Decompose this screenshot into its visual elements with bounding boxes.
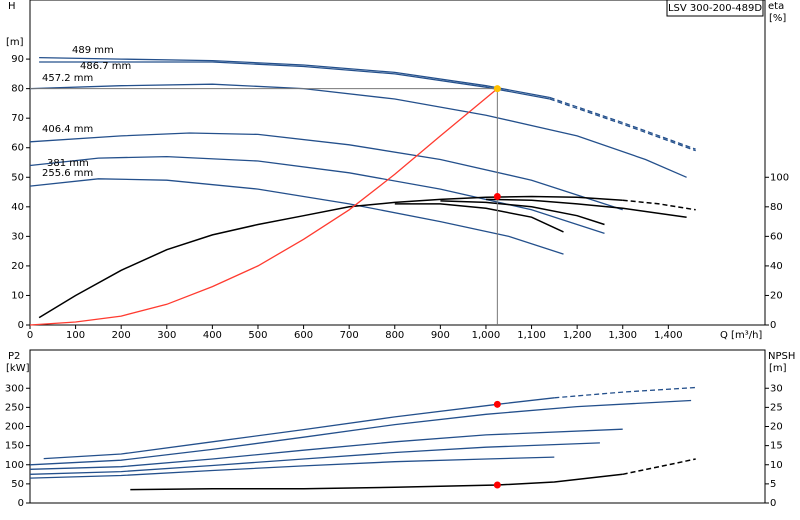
y-tick-label: 50 bbox=[11, 172, 24, 183]
x-axis-label: Q [m³/h] bbox=[720, 330, 762, 341]
duty-point bbox=[493, 481, 501, 489]
curve-label: 381 mm bbox=[47, 158, 89, 169]
y2-tick-label: 80 bbox=[770, 202, 783, 213]
x-tick-label: 500 bbox=[248, 330, 267, 341]
curve bbox=[29, 88, 498, 326]
x-tick-label: 1,200 bbox=[563, 330, 592, 341]
x-tick-label: 100 bbox=[66, 330, 85, 341]
plot-frame bbox=[29, 349, 766, 504]
curve bbox=[38, 195, 623, 319]
curve bbox=[622, 199, 696, 211]
x-tick-label: 800 bbox=[385, 330, 404, 341]
legend-text: LSV 300-200-489D bbox=[668, 3, 762, 14]
curve bbox=[549, 96, 696, 150]
y-axis-unit: [m] bbox=[6, 37, 24, 48]
y-tick-label: 200 bbox=[5, 422, 24, 433]
y-tick-label: 30 bbox=[11, 231, 24, 242]
x-tick-label: 700 bbox=[340, 330, 359, 341]
y2-tick-label: 10 bbox=[770, 460, 783, 471]
y-tick-label: 40 bbox=[11, 202, 24, 213]
y-tick-label: 0 bbox=[18, 320, 24, 331]
curve bbox=[29, 428, 623, 470]
x-tick-label: 400 bbox=[203, 330, 222, 341]
y2-tick-label: 5 bbox=[770, 479, 776, 490]
y2-tick-label: 0 bbox=[770, 320, 776, 331]
curve bbox=[43, 397, 555, 460]
curve bbox=[554, 386, 696, 399]
curve bbox=[39, 56, 550, 99]
y-tick-label: 20 bbox=[11, 261, 24, 272]
x-tick-label: 900 bbox=[431, 330, 450, 341]
curve bbox=[29, 83, 687, 178]
x-tick-label: 300 bbox=[157, 330, 176, 341]
y-axis-label: H bbox=[8, 1, 16, 12]
curve bbox=[485, 198, 687, 218]
curve bbox=[130, 473, 623, 491]
curve bbox=[39, 61, 550, 100]
curve-label: 489 mm bbox=[72, 45, 114, 56]
y-tick-label: 300 bbox=[5, 383, 24, 394]
x-tick-label: 600 bbox=[294, 330, 313, 341]
y-tick-label: 80 bbox=[11, 84, 24, 95]
y2-tick-label: 60 bbox=[770, 231, 783, 242]
legend-box bbox=[666, 0, 764, 17]
y-tick-label: 100 bbox=[5, 460, 24, 471]
curve-label: 457.2 mm bbox=[42, 73, 93, 84]
duty-point bbox=[493, 192, 501, 200]
y2-tick-label: 25 bbox=[770, 402, 783, 413]
curve bbox=[29, 132, 623, 211]
curve-label: 486.7 mm bbox=[80, 61, 131, 72]
curve bbox=[549, 98, 696, 152]
y-axis-unit: [kW] bbox=[6, 363, 30, 374]
y2-axis-label: NPSH bbox=[768, 351, 795, 362]
x-tick-label: 1,000 bbox=[472, 330, 501, 341]
x-tick-label: 0 bbox=[27, 330, 33, 341]
y2-axis-unit: [m] bbox=[769, 363, 787, 374]
curve bbox=[29, 456, 555, 479]
x-tick-label: 1,100 bbox=[517, 330, 546, 341]
y-tick-label: 90 bbox=[11, 54, 24, 65]
curve bbox=[394, 203, 564, 233]
plot-frame bbox=[29, 0, 766, 326]
x-tick-label: 200 bbox=[112, 330, 131, 341]
curve bbox=[29, 155, 605, 235]
y-tick-label: 50 bbox=[11, 479, 24, 490]
curve bbox=[29, 442, 600, 475]
duty-point bbox=[493, 400, 501, 408]
curve bbox=[29, 399, 692, 466]
y2-tick-label: 30 bbox=[770, 383, 783, 394]
y2-tick-label: 0 bbox=[770, 498, 776, 509]
y2-tick-label: 40 bbox=[770, 261, 783, 272]
curve bbox=[622, 458, 696, 476]
y-tick-label: 250 bbox=[5, 402, 24, 413]
y-tick-label: 60 bbox=[11, 143, 24, 154]
y2-axis-label: eta bbox=[768, 1, 784, 12]
y2-tick-label: 20 bbox=[770, 290, 783, 301]
y2-tick-label: 100 bbox=[770, 172, 789, 183]
x-tick-label: 1,300 bbox=[608, 330, 637, 341]
y2-tick-label: 20 bbox=[770, 422, 783, 433]
y-axis-label: P2 bbox=[8, 351, 20, 362]
y2-axis-unit: [%] bbox=[769, 13, 786, 24]
y-tick-label: 0 bbox=[18, 498, 24, 509]
y-tick-label: 70 bbox=[11, 113, 24, 124]
duty-point bbox=[493, 85, 501, 93]
y2-tick-label: 15 bbox=[770, 441, 783, 452]
curve bbox=[440, 200, 605, 226]
y-tick-label: 150 bbox=[5, 441, 24, 452]
curve-label: 255.6 mm bbox=[42, 168, 93, 179]
x-tick-label: 1,400 bbox=[654, 330, 683, 341]
curve-label: 406.4 mm bbox=[42, 124, 93, 135]
y-tick-label: 10 bbox=[11, 290, 24, 301]
